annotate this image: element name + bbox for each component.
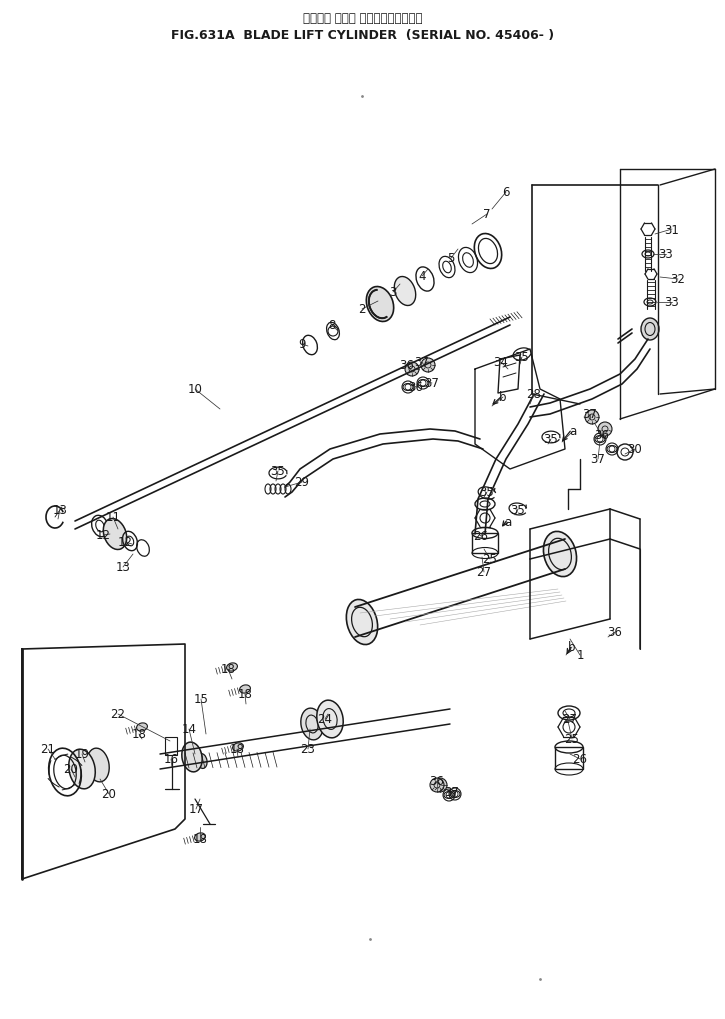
Text: 18: 18 (220, 662, 236, 676)
Ellipse shape (103, 519, 127, 550)
Text: 13: 13 (115, 560, 130, 574)
Ellipse shape (366, 287, 394, 322)
Ellipse shape (69, 749, 95, 789)
Ellipse shape (182, 743, 202, 772)
Ellipse shape (239, 685, 250, 694)
Text: 16: 16 (164, 753, 178, 765)
Text: 28: 28 (526, 388, 542, 401)
Ellipse shape (194, 834, 205, 842)
Text: 36: 36 (409, 381, 423, 394)
Text: a: a (505, 516, 512, 529)
Text: 20: 20 (102, 788, 117, 801)
Ellipse shape (233, 743, 244, 751)
Text: 17: 17 (188, 803, 204, 815)
Bar (472, 534, 498, 553)
Text: 19: 19 (75, 748, 89, 761)
Text: 22: 22 (110, 708, 125, 720)
Text: ブレード リフト シリンダ　適用号機: ブレード リフト シリンダ 適用号機 (303, 11, 422, 24)
Text: 37: 37 (591, 453, 605, 466)
Text: 37: 37 (425, 377, 439, 390)
Text: 25: 25 (483, 553, 497, 566)
Text: 23: 23 (301, 743, 315, 756)
Text: 30: 30 (628, 443, 642, 457)
Text: 35: 35 (544, 433, 558, 446)
Ellipse shape (317, 700, 343, 738)
Text: b: b (500, 391, 507, 405)
Text: 32: 32 (671, 273, 685, 286)
Circle shape (421, 359, 435, 373)
Text: 5: 5 (447, 253, 455, 265)
Ellipse shape (641, 319, 659, 340)
Circle shape (598, 423, 612, 436)
Text: 15: 15 (194, 693, 208, 706)
Text: 33: 33 (658, 249, 674, 261)
Text: 18: 18 (131, 728, 146, 741)
Text: 26: 26 (473, 530, 489, 543)
Ellipse shape (87, 748, 109, 783)
Ellipse shape (347, 600, 378, 645)
Ellipse shape (136, 723, 147, 732)
Ellipse shape (394, 277, 415, 306)
Text: 35: 35 (515, 352, 529, 364)
Text: 31: 31 (665, 223, 679, 236)
Text: 11: 11 (106, 511, 120, 524)
Text: 36: 36 (399, 359, 415, 372)
Text: 24: 24 (318, 713, 333, 726)
Text: 9: 9 (298, 338, 306, 352)
Text: 36: 36 (594, 429, 610, 442)
Bar (165, 738, 177, 755)
Text: 6: 6 (502, 186, 510, 200)
Text: 20: 20 (64, 763, 78, 775)
Text: 1: 1 (576, 649, 584, 662)
Text: 13: 13 (52, 503, 67, 516)
Text: 27: 27 (563, 713, 578, 726)
Text: 34: 34 (494, 357, 508, 369)
Circle shape (585, 411, 599, 425)
Text: 37: 37 (583, 408, 597, 421)
Text: 12: 12 (117, 536, 133, 549)
Text: 33: 33 (665, 297, 679, 309)
Text: 25: 25 (565, 733, 579, 746)
Text: 35: 35 (270, 465, 286, 478)
Text: 12: 12 (96, 529, 110, 542)
Text: 18: 18 (238, 688, 252, 701)
Bar (555, 747, 583, 769)
Circle shape (430, 779, 444, 792)
Ellipse shape (301, 708, 323, 740)
Text: 2: 2 (358, 304, 365, 316)
Text: 7: 7 (484, 208, 491, 221)
Text: 10: 10 (188, 383, 202, 396)
Text: 36: 36 (429, 774, 444, 788)
Text: 35: 35 (480, 486, 494, 499)
Text: 36: 36 (608, 626, 623, 639)
Text: 18: 18 (193, 833, 207, 846)
Circle shape (405, 363, 419, 377)
Text: b: b (568, 641, 576, 654)
Text: 14: 14 (181, 722, 196, 736)
Ellipse shape (544, 532, 576, 577)
Text: a: a (569, 425, 576, 438)
Circle shape (433, 779, 447, 792)
Text: 21: 21 (41, 743, 56, 756)
Text: 35: 35 (510, 503, 526, 516)
Text: 37: 37 (444, 786, 460, 799)
Text: 8: 8 (328, 319, 336, 332)
Text: 26: 26 (573, 753, 587, 765)
Text: 27: 27 (476, 566, 492, 579)
Text: 37: 37 (415, 357, 429, 369)
Ellipse shape (197, 754, 207, 768)
Text: 3: 3 (389, 286, 397, 300)
Text: 18: 18 (230, 743, 244, 756)
Ellipse shape (227, 663, 237, 672)
Text: FIG.631A  BLADE LIFT CYLINDER  (SERIAL NO. 45406- ): FIG.631A BLADE LIFT CYLINDER (SERIAL NO.… (171, 30, 554, 43)
Text: 4: 4 (418, 270, 426, 283)
Text: 29: 29 (294, 476, 310, 489)
